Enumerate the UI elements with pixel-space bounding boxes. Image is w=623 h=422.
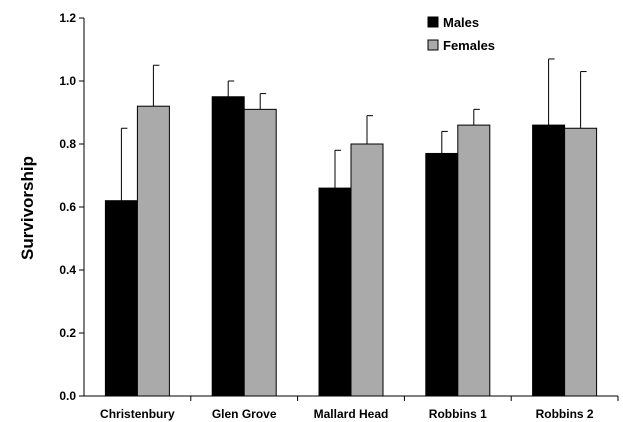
- legend: Males Females: [427, 15, 495, 53]
- legend-label-males: Males: [443, 15, 479, 30]
- y-tick-label: 0.4: [59, 263, 76, 277]
- bar-males-1: [211, 96, 245, 397]
- bar-males-0: [104, 200, 138, 397]
- x-tick-label: Robbins 2: [536, 407, 594, 421]
- bar-males-4: [532, 124, 566, 397]
- legend-swatch-females: [427, 39, 439, 51]
- y-tick-label: 0.0: [59, 389, 76, 403]
- bars-layer: [104, 96, 598, 397]
- y-axis-title: Survivorship: [18, 156, 37, 260]
- legend-swatch-males: [427, 16, 439, 28]
- legend-label-females: Females: [443, 38, 495, 53]
- y-tick-label: 0.2: [59, 326, 76, 340]
- bar-males-2: [318, 187, 352, 397]
- y-tick-label: 0.8: [59, 137, 76, 151]
- bar-females-1: [243, 108, 277, 397]
- bar-males-3: [425, 152, 459, 397]
- y-tick-label: 1.0: [59, 74, 76, 88]
- bar-females-0: [136, 105, 170, 397]
- axes-layer: Christenbury Glen Grove Mallard Head Robbin…: [59, 11, 619, 421]
- y-tick-label: 1.2: [59, 11, 76, 25]
- x-tick-label: Christenbury: [100, 407, 175, 421]
- error-bars-layer: [120, 58, 587, 201]
- x-tick-label: Glen Grove: [212, 407, 277, 421]
- x-tick-label: Robbins 1: [429, 407, 487, 421]
- bar-females-3: [457, 124, 491, 397]
- bar-females-4: [564, 127, 598, 397]
- y-tick-label: 0.6: [59, 200, 76, 214]
- bar-females-2: [350, 143, 384, 397]
- x-tick-label: Mallard Head: [314, 407, 389, 421]
